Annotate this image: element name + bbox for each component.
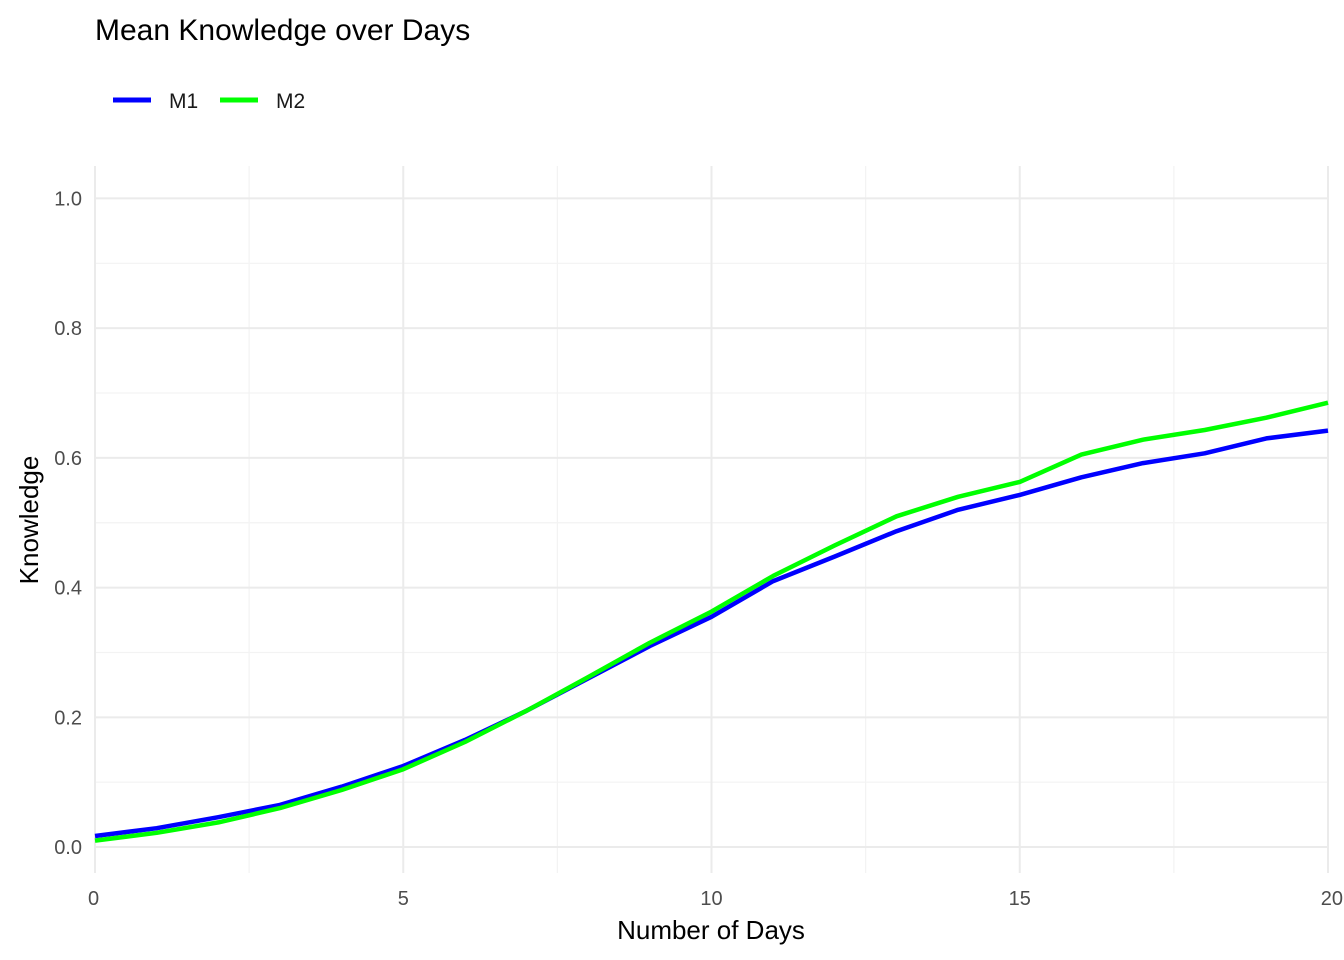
x-tick-label: 5 — [398, 888, 409, 910]
y-tick-label: 1.0 — [54, 188, 82, 210]
series-line-m1 — [94, 428, 1329, 839]
y-axis-title: Knowledge — [14, 456, 44, 585]
chart-title: Mean Knowledge over Days — [95, 14, 470, 47]
legend: M1 M2 — [113, 90, 305, 113]
x-axis-tick-labels: 0 5 10 15 20 — [88, 888, 1343, 910]
y-axis-tick-labels: 0.0 0.2 0.4 0.6 0.8 1.0 — [54, 188, 82, 859]
major-gridlines — [94, 166, 1329, 873]
y-tick-label: 0.4 — [54, 578, 82, 600]
x-axis-title: Number of Days — [617, 915, 805, 945]
y-tick-label: 0.2 — [54, 707, 82, 729]
x-tick-label: 20 — [1321, 888, 1343, 910]
y-tick-label: 0.8 — [54, 318, 82, 340]
legend-label-m2: M2 — [276, 90, 305, 113]
x-tick-label: 10 — [700, 888, 722, 910]
series-lines — [94, 400, 1329, 843]
x-tick-label: 0 — [88, 888, 99, 910]
legend-label-m1: M1 — [169, 90, 198, 113]
y-tick-label: 0.0 — [54, 837, 82, 859]
x-tick-label: 15 — [1009, 888, 1031, 910]
series-line-m2 — [94, 400, 1329, 843]
y-tick-label: 0.6 — [54, 448, 82, 470]
